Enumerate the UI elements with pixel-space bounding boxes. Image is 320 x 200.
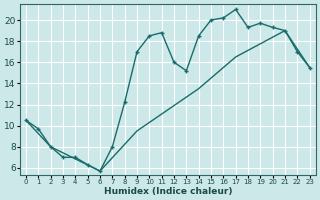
X-axis label: Humidex (Indice chaleur): Humidex (Indice chaleur) <box>104 187 232 196</box>
